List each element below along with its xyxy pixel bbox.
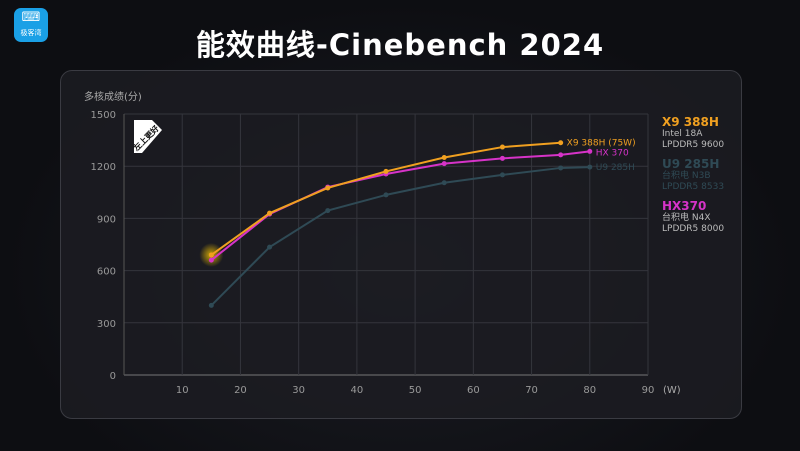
data-point: [441, 155, 447, 160]
data-point: [499, 144, 505, 150]
legend-hx370: HX370 台积电 N4X LPDDR5 8000: [662, 199, 724, 235]
data-point: [587, 164, 593, 170]
chart-panel: [60, 70, 742, 419]
x-tick-label: 20: [234, 385, 247, 396]
data-point: [267, 244, 273, 250]
legend-name: U9 285H: [662, 157, 720, 171]
data-point: [383, 168, 389, 174]
legend-line: LPDDR5 8533: [662, 182, 725, 192]
x-tick-label: 90: [642, 385, 655, 396]
data-point: [208, 252, 214, 258]
y-tick-label: 1200: [91, 162, 116, 173]
y-tick-label: 0: [110, 371, 116, 382]
x-tick-label: 80: [583, 385, 596, 396]
legend-line: LPDDR5 8000: [662, 224, 725, 234]
data-point: [441, 180, 447, 186]
legend-name: HX370: [662, 199, 707, 213]
data-point: [441, 161, 447, 167]
series-line-0: [210, 166, 590, 307]
data-point: [267, 210, 273, 216]
logo-icon: ⌨: [21, 10, 41, 25]
legend-u9: U9 285H 台积电 N3B LPDDR5 8533: [662, 157, 724, 193]
data-point: [558, 140, 564, 146]
data-point: [383, 192, 389, 198]
x-tick-label: 50: [409, 385, 422, 396]
y-axis-label: 多核成绩(分): [84, 90, 142, 103]
data-point: [208, 302, 214, 308]
legend-line: Intel 18A: [662, 129, 703, 139]
x-tick-label: 60: [467, 385, 480, 396]
logo-text: 极客湾: [20, 29, 42, 37]
y-tick-label: 600: [97, 267, 116, 278]
y-tick-label: 300: [97, 319, 116, 330]
data-point: [558, 165, 564, 171]
legend-line: 台积电 N3B: [662, 171, 711, 181]
x-tick-label: 70: [525, 385, 538, 396]
data-point: [499, 155, 505, 161]
series-end-label: HX 370: [596, 148, 629, 158]
data-point: [208, 257, 214, 263]
data-point: [558, 152, 564, 158]
series-line-2: [210, 141, 561, 256]
x-tick-label: 30: [292, 385, 305, 396]
series-end-label: U9 285H: [596, 163, 635, 173]
legend-line: 台积电 N4X: [662, 213, 711, 223]
data-point: [325, 208, 331, 214]
badge-arrow: [134, 120, 162, 153]
page-title: 能效曲线-Cinebench 2024: [195, 28, 605, 62]
y-tick-label: 900: [97, 214, 116, 225]
series-end-label: X9 388H (75W): [567, 139, 636, 149]
data-point: [325, 185, 331, 191]
legend-name: X9 388H: [662, 115, 719, 129]
x-tick-label: 40: [351, 385, 364, 396]
x-tick-label: 10: [176, 385, 189, 396]
x-axis-label: (W): [663, 385, 681, 396]
data-point: [499, 172, 505, 178]
legend-x9: X9 388H Intel 18A LPDDR5 9600: [662, 115, 724, 151]
data-point: [587, 148, 593, 154]
legend-line: LPDDR5 9600: [662, 140, 725, 150]
logo: ⌨ 极客湾: [14, 8, 48, 42]
y-tick-label: 1500: [91, 110, 116, 121]
